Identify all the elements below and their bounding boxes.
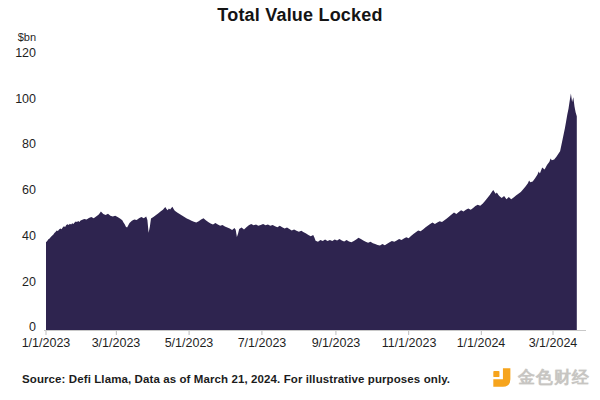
chart-card: Total Value Locked $bn 120 100 80 60 40 …	[0, 0, 600, 400]
jinse-finance-logo-icon	[492, 367, 513, 388]
tvl-area-chart	[0, 0, 600, 400]
brand-watermark: 金色财经	[492, 366, 590, 389]
source-note: Source: Defi Llama, Data as of March 21,…	[22, 373, 450, 385]
brand-name: 金色财经	[518, 366, 590, 389]
tvl-area-series	[46, 93, 577, 330]
